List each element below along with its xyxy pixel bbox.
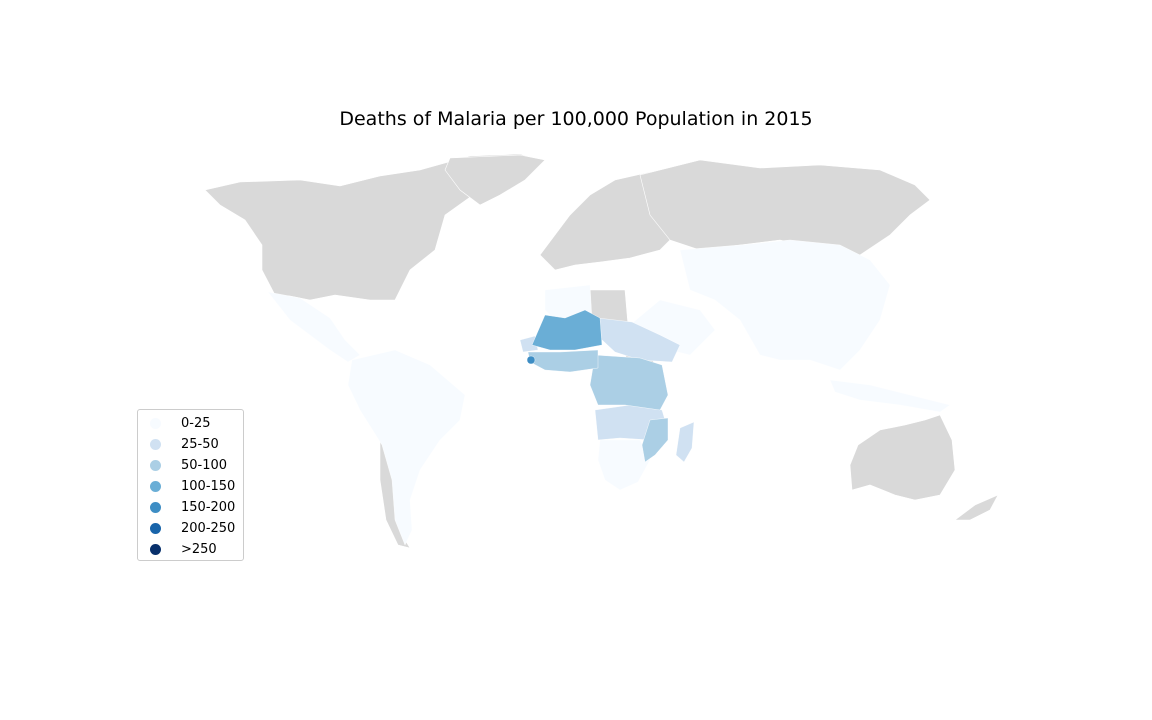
- region-central-america: [267, 291, 361, 363]
- legend-label: 0-25: [181, 416, 211, 431]
- legend-label: 200-250: [181, 521, 236, 536]
- legend-label: 100-150: [181, 479, 236, 494]
- legend-item: 50-100: [150, 455, 227, 476]
- region-madagascar: [675, 421, 695, 463]
- legend-swatch: [150, 544, 161, 555]
- legend-swatch: [150, 460, 161, 471]
- region-sahel: [531, 309, 603, 351]
- region-sierra-leone: [526, 355, 536, 365]
- region-sudan-ethiopia: [597, 317, 681, 363]
- region-north-america: [204, 153, 541, 301]
- legend-item: 150-200: [150, 497, 235, 518]
- region-tanzania-mozambique: [641, 417, 669, 463]
- legend-label: 150-200: [181, 500, 236, 515]
- region-greenland: [444, 154, 546, 206]
- region-senegal: [519, 335, 539, 353]
- region-central-africa: [589, 354, 669, 411]
- region-asia: [679, 239, 891, 371]
- choropleth-layer: [267, 239, 951, 546]
- legend-item: 200-250: [150, 518, 235, 539]
- region-south-america: [347, 349, 466, 546]
- legend-label: 50-100: [181, 458, 228, 473]
- region-new-zealand: [954, 494, 999, 521]
- legend-item: >250: [150, 539, 217, 560]
- region-australia: [849, 414, 956, 501]
- region-west-africa-coast: [527, 349, 599, 373]
- map-title: Deaths of Malaria per 100,000 Population…: [339, 108, 813, 130]
- legend-item: 25-50: [150, 434, 219, 455]
- legend-item: 100-150: [150, 476, 235, 497]
- legend-swatch: [150, 502, 161, 513]
- legend-item: 0-25: [150, 413, 211, 434]
- legend-swatch: [150, 418, 161, 429]
- legend-label: >250: [181, 542, 217, 557]
- legend-label: 25-50: [181, 437, 219, 452]
- region-indonesia: [829, 379, 951, 413]
- no-data-land: [204, 153, 999, 549]
- region-russia: [639, 159, 931, 256]
- legend-swatch: [150, 523, 161, 534]
- map-legend: 0-25 25-50 50-100 100-150 150-200 200-250 >250: [137, 409, 244, 561]
- legend-swatch: [150, 481, 161, 492]
- region-southern-africa: [597, 439, 651, 491]
- legend-swatch: [150, 439, 161, 450]
